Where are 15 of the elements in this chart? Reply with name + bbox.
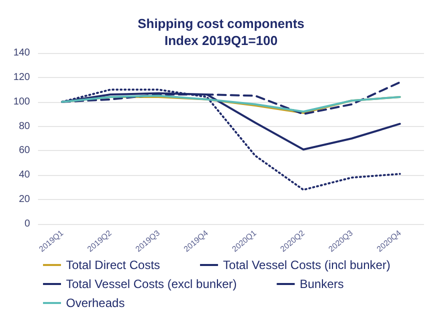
- legend-label: Bunkers: [300, 277, 344, 291]
- y-tick-label: 100: [13, 96, 30, 108]
- y-tick-label: 140: [13, 48, 30, 58]
- chart-subtitle: Index 2019Q1=100: [164, 33, 278, 48]
- y-tick-label: 40: [18, 170, 30, 181]
- chart-title: Shipping cost components: [138, 16, 304, 31]
- y-tick-label: 60: [18, 145, 30, 156]
- y-tick-label: 20: [18, 194, 30, 206]
- legend-label: Total Vessel Costs (excl bunker): [66, 277, 237, 291]
- legend-label: Overheads: [66, 296, 125, 310]
- legend-label: Total Direct Costs: [66, 258, 160, 272]
- y-tick-label: 0: [24, 218, 30, 230]
- y-tick-label: 80: [18, 120, 30, 132]
- legend-label: Total Vessel Costs (incl bunker): [223, 258, 390, 272]
- y-tick-label: 120: [13, 72, 30, 83]
